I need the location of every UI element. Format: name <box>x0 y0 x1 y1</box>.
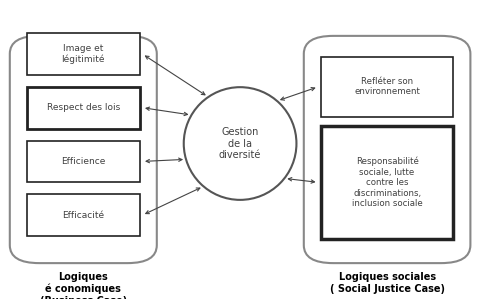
Text: Responsabilité
sociale, lutte
contre les
discriminations,
inclusion sociale: Responsabilité sociale, lutte contre les… <box>352 157 422 208</box>
FancyBboxPatch shape <box>321 57 453 117</box>
Text: Efficience: Efficience <box>61 157 105 166</box>
Text: Logiques
é conomiques
(Business Case): Logiques é conomiques (Business Case) <box>40 272 127 299</box>
FancyBboxPatch shape <box>27 87 140 129</box>
Text: Efficacité: Efficacité <box>62 211 104 220</box>
FancyBboxPatch shape <box>321 126 453 239</box>
Ellipse shape <box>184 87 296 200</box>
Text: Logiques sociales
( Social Justice Case): Logiques sociales ( Social Justice Case) <box>330 272 444 294</box>
FancyBboxPatch shape <box>304 36 470 263</box>
Text: Image et
légitimité: Image et légitimité <box>62 44 105 64</box>
Text: Gestion
de la
diversité: Gestion de la diversité <box>219 127 261 160</box>
FancyBboxPatch shape <box>10 36 157 263</box>
FancyBboxPatch shape <box>27 141 140 182</box>
FancyBboxPatch shape <box>27 33 140 75</box>
FancyBboxPatch shape <box>27 194 140 236</box>
Text: Respect des lois: Respect des lois <box>47 103 120 112</box>
Text: Refléter son
environnement: Refléter son environnement <box>354 77 420 96</box>
